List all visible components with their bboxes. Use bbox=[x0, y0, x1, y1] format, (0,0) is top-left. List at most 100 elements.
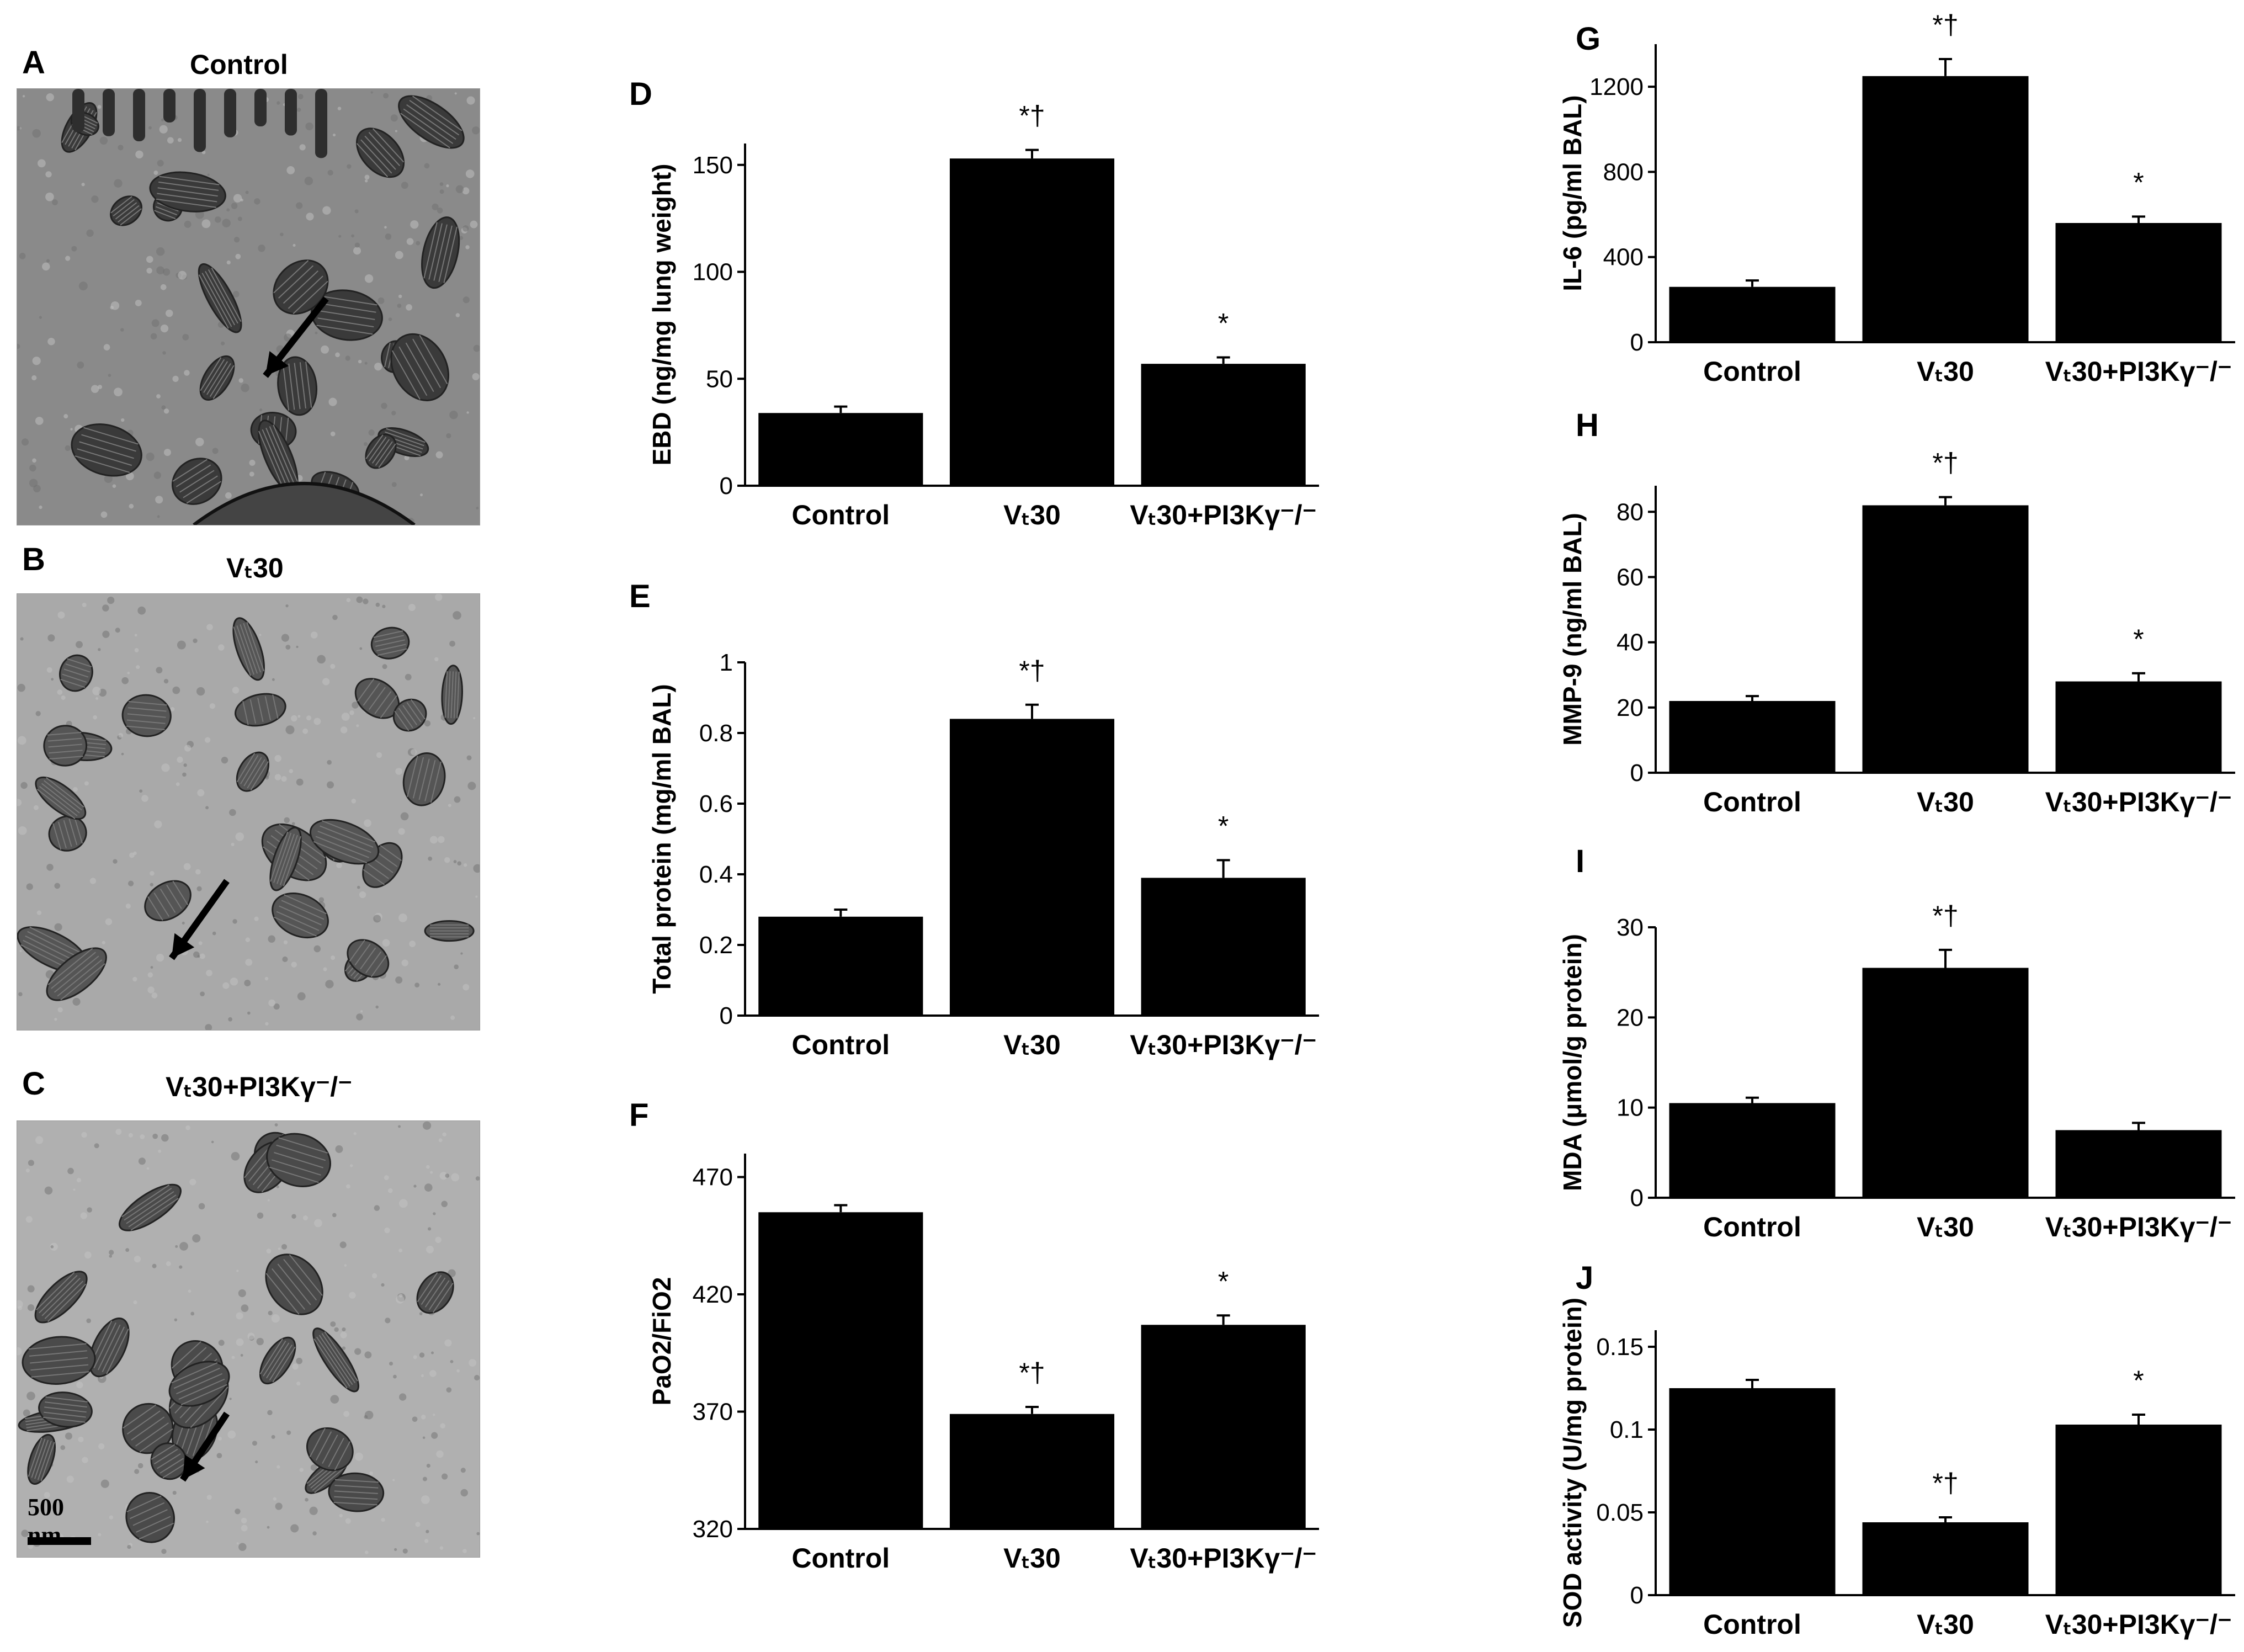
bar bbox=[1862, 505, 2029, 773]
category-label: Control bbox=[1703, 356, 1801, 387]
mitochondrion bbox=[266, 1133, 331, 1187]
category-label: Control bbox=[791, 1029, 890, 1060]
y-axis-label: IL-6 (pg/ml BAL) bbox=[1558, 95, 1587, 291]
panel-title-vt30: Vₜ30 bbox=[226, 553, 284, 583]
significance-marker: *† bbox=[1019, 655, 1045, 686]
y-tick-label: 320 bbox=[693, 1516, 733, 1543]
mitochondrion bbox=[328, 1472, 385, 1512]
y-tick-label: 0.8 bbox=[699, 720, 733, 747]
mitochondrion bbox=[269, 826, 302, 891]
mitochondrion bbox=[110, 195, 142, 226]
chart-f-pao2-fio2: F 320 370 420 470 PaO2/FiO2 Control *† Vₜ30 * Vₜ30… bbox=[613, 1082, 1341, 1595]
bar bbox=[1669, 1388, 1836, 1595]
mitochondrion bbox=[149, 171, 226, 213]
bar bbox=[949, 719, 1115, 1016]
bar bbox=[758, 1212, 923, 1529]
category-label: Vₜ30 bbox=[1917, 1212, 1974, 1242]
panel-letter-c: C bbox=[22, 1066, 45, 1102]
mitochondrion bbox=[441, 665, 463, 725]
bar bbox=[1862, 1522, 2029, 1595]
category-label: Vₜ30 bbox=[1917, 787, 1974, 817]
scale-bar bbox=[28, 1537, 91, 1545]
em-texture bbox=[17, 1121, 480, 1557]
y-tick-label: 0.05 bbox=[1596, 1499, 1644, 1526]
em-micrograph-vt30 bbox=[17, 593, 480, 1030]
bar bbox=[2055, 1130, 2222, 1198]
panel-letter: E bbox=[629, 578, 651, 614]
mitochondrion bbox=[121, 694, 172, 737]
y-tick-label: 0.2 bbox=[699, 932, 733, 959]
y-axis-label: MMP-9 (ng/ml BAL) bbox=[1558, 513, 1587, 746]
category-label: Vₜ30+PI3Kγ⁻/⁻ bbox=[2045, 1609, 2232, 1640]
significance-marker: * bbox=[2133, 624, 2144, 655]
chart-e-total-protein: E 0 0.2 0.4 0.6 0.8 1 Total protein (mg/ml BAL)… bbox=[613, 569, 1341, 1065]
category-label: Vₜ30+PI3Kγ⁻/⁻ bbox=[1130, 500, 1317, 530]
mitochondrion bbox=[258, 419, 299, 493]
y-tick-label: 0.15 bbox=[1596, 1334, 1644, 1361]
y-tick-label: 0 bbox=[720, 472, 733, 500]
mitochondrion bbox=[272, 893, 329, 939]
error-bar bbox=[1025, 703, 1039, 719]
mitochondrion bbox=[235, 693, 286, 727]
y-tick-label: 30 bbox=[1616, 914, 1644, 941]
y-tick-label: 0.6 bbox=[699, 790, 733, 817]
bar bbox=[1669, 286, 1836, 342]
bar bbox=[2055, 223, 2222, 342]
mitochondrion bbox=[356, 128, 405, 178]
em-micrograph-vt30-pi3k bbox=[17, 1120, 480, 1558]
chart-h-mmp9: H 0 20 40 60 80 MMP-9 (ng/ml BAL) Control *† Vₜ30… bbox=[1545, 403, 2244, 833]
category-label: Vₜ30 bbox=[1917, 356, 1974, 387]
bar bbox=[1141, 364, 1306, 486]
mitochondrion bbox=[48, 815, 87, 852]
category-label: Vₜ30+PI3Kγ⁻/⁻ bbox=[1130, 1029, 1317, 1060]
mitochondrion bbox=[22, 1336, 96, 1385]
y-tick-label: 0.1 bbox=[1610, 1416, 1644, 1443]
error-bar bbox=[2132, 215, 2145, 223]
mitochondrion bbox=[46, 947, 107, 1001]
bar bbox=[758, 916, 923, 1016]
mitochondrion bbox=[232, 617, 265, 681]
arrow-icon bbox=[263, 296, 329, 378]
y-tick-label: 1 bbox=[720, 649, 733, 676]
y-tick-label: 420 bbox=[693, 1281, 733, 1308]
significance-marker: * bbox=[2133, 1365, 2144, 1396]
chart-svg: J 0 0.05 0.1 0.15 SOD activity (U/mg protein)… bbox=[1558, 1260, 2235, 1640]
mitochondrion bbox=[309, 819, 380, 865]
category-label: Control bbox=[1703, 1609, 1801, 1640]
arrow-icon bbox=[169, 879, 230, 960]
mitochondrion bbox=[311, 289, 383, 341]
mitochondrion bbox=[43, 725, 88, 767]
mitochondrion bbox=[118, 1183, 182, 1231]
mitochondrion bbox=[277, 356, 318, 416]
y-tick-label: 0.4 bbox=[699, 861, 733, 888]
bar bbox=[2055, 1425, 2222, 1595]
mitochondrion bbox=[392, 698, 427, 732]
y-axis-label: Total protein (mg/ml BAL) bbox=[647, 684, 676, 994]
mitochondrion bbox=[71, 423, 142, 477]
category-label: Control bbox=[1703, 787, 1801, 817]
mitochondrion bbox=[38, 1391, 93, 1428]
y-tick-label: 0 bbox=[1630, 329, 1644, 356]
chart-svg: E 0 0.2 0.4 0.6 0.8 1 Total protein (mg/ml BAL)… bbox=[629, 578, 1319, 1060]
significance-marker: * bbox=[1218, 810, 1229, 841]
category-label: Vₜ30+PI3Kγ⁻/⁻ bbox=[2045, 356, 2232, 387]
chart-d-ebd: D 0 50 100 150 EBD (ng/mg lung weight) Control… bbox=[613, 33, 1341, 546]
error-bar bbox=[1216, 1314, 1230, 1325]
bar bbox=[1141, 878, 1306, 1016]
y-tick-label: 80 bbox=[1616, 498, 1644, 525]
category-label: Vₜ30 bbox=[1003, 1029, 1061, 1060]
y-tick-label: 20 bbox=[1616, 694, 1644, 721]
em-texture bbox=[17, 594, 480, 1030]
y-tick-label: 400 bbox=[1603, 244, 1644, 271]
error-bar bbox=[1939, 58, 1952, 76]
error-bar bbox=[1746, 1096, 1759, 1103]
mitochondrion bbox=[390, 333, 449, 401]
y-tick-label: 470 bbox=[693, 1164, 733, 1191]
category-label: Control bbox=[1703, 1212, 1801, 1242]
error-bar bbox=[2132, 672, 2145, 682]
y-axis-label: EBD (ng/mg lung weight) bbox=[647, 164, 676, 466]
y-tick-label: 1200 bbox=[1589, 73, 1644, 100]
significance-marker: * bbox=[2133, 167, 2144, 198]
bar bbox=[1862, 76, 2029, 342]
